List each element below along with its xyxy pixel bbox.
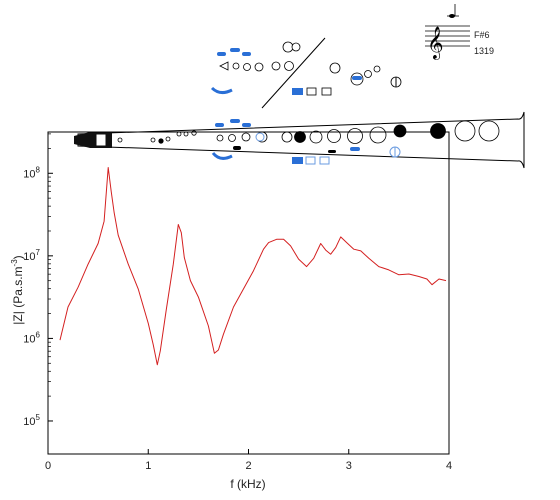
x-tick-label: 2 [245,460,251,472]
tone-holes [117,120,500,144]
series-layer [59,167,447,366]
y-axis-ticks: 105 106 107 108 [23,133,53,428]
y-tick-label: 106 [23,330,40,345]
note-frequency: 1319 [474,46,494,56]
note-staff: 𝄞 F#6 1319 [425,4,494,60]
clarinet-illustration: 𝄞 F#6 1319 [74,4,525,169]
x-axis-ticks: 0 1 2 3 4 [45,449,452,472]
x-axis-label: f (kHz) [230,477,265,491]
impedance-curve [59,167,447,366]
y-tick-label: 107 [23,248,40,263]
plot-frame [47,131,450,455]
x-tick-label: 0 [45,460,51,472]
y-axis-label: |Z| (Pa.s.m-3) [10,255,25,324]
note-name: F#6 [474,30,490,40]
plot-area: 0 1 2 3 4 105 106 107 108 f (kHz) |Z| (Pa.s.m-3… [10,131,452,491]
treble-clef-icon: 𝄞 [427,26,444,60]
y-axis-label-sup: -3 [10,259,19,267]
key-pads [215,119,360,153]
y-tick-label: 108 [23,165,40,180]
x-tick-label: 3 [346,460,352,472]
x-tick-label: 4 [446,460,452,472]
fingering-chart [210,37,402,109]
x-tick-label: 1 [145,460,151,472]
y-tick-label: 105 [23,413,40,428]
